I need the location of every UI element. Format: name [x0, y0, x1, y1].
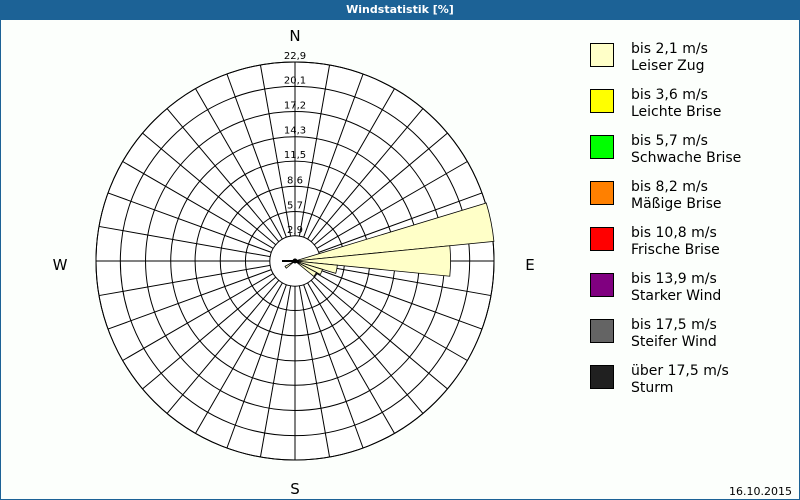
- petal: [294, 245, 451, 277]
- ring: [119, 85, 471, 437]
- compass-label-w: W: [53, 256, 68, 274]
- petal: [294, 202, 495, 262]
- ring-label: 17,2: [284, 101, 306, 112]
- spoke: [303, 73, 364, 238]
- ring-label: 14,3: [284, 126, 306, 137]
- spoke: [307, 282, 395, 434]
- spoke: [298, 285, 331, 458]
- legend-label: bis 13,9 m/s Starker Wind: [631, 271, 722, 304]
- spoke: [122, 273, 274, 361]
- spoke: [313, 132, 448, 246]
- legend-label: bis 8,2 m/s Mäßige Brise: [631, 179, 722, 212]
- spoke: [226, 73, 287, 238]
- legend-label: bis 10,8 m/s Frische Brise: [631, 225, 720, 258]
- legend-swatch: [590, 273, 614, 297]
- compass-label-s: S: [290, 480, 300, 498]
- ring-label: 11,5: [284, 150, 306, 161]
- ring-label: 20,1: [284, 75, 306, 86]
- spoke: [166, 279, 280, 414]
- spoke: [318, 192, 483, 253]
- spoke: [298, 64, 331, 237]
- legend-label: über 17,5 m/s Sturm: [631, 363, 729, 396]
- legend-label: bis 17,5 m/s Steifer Wind: [631, 317, 717, 350]
- ring-label: 2,9: [287, 225, 303, 236]
- petal: [284, 260, 296, 269]
- legend-swatch: [590, 135, 614, 159]
- legend-label: bis 2,1 m/s Leiser Zug: [631, 41, 708, 74]
- window-title: Windstatistik [%]: [0, 0, 800, 20]
- spoke: [107, 269, 272, 330]
- spoke: [142, 276, 277, 390]
- spoke: [195, 282, 283, 434]
- spoke: [98, 225, 271, 258]
- spoke: [319, 264, 492, 297]
- legend-swatch: [590, 43, 614, 67]
- ring: [95, 61, 495, 461]
- legend-swatch: [590, 365, 614, 389]
- spoke: [310, 108, 424, 243]
- spoke: [310, 279, 424, 414]
- spoke: [122, 161, 274, 249]
- legend-swatch: [590, 227, 614, 251]
- legend-swatch: [590, 319, 614, 343]
- spoke: [107, 192, 272, 253]
- ring-label: 8,6: [287, 175, 303, 186]
- spoke: [195, 88, 283, 240]
- date-label: 16.10.2015: [729, 485, 792, 498]
- spoke: [318, 269, 483, 330]
- spoke: [259, 64, 292, 237]
- spoke: [259, 285, 292, 458]
- spoke: [303, 284, 364, 449]
- ring-label: 5,7: [287, 200, 303, 211]
- spoke: [226, 284, 287, 449]
- center-dot: [292, 258, 298, 264]
- legend-label: bis 5,7 m/s Schwache Brise: [631, 133, 742, 166]
- legend-label: bis 3,6 m/s Leichte Brise: [631, 87, 722, 120]
- compass-label-e: E: [525, 256, 534, 274]
- spoke: [166, 108, 280, 243]
- spoke: [316, 161, 468, 249]
- spoke: [307, 88, 395, 240]
- spoke: [316, 273, 468, 361]
- ring-label: 22,9: [284, 51, 306, 62]
- spoke: [142, 132, 277, 246]
- legend-swatch: [590, 89, 614, 113]
- spoke: [313, 276, 448, 390]
- legend-swatch: [590, 181, 614, 205]
- petal: [294, 260, 318, 277]
- compass-label-n: N: [289, 27, 300, 45]
- spoke: [98, 264, 271, 297]
